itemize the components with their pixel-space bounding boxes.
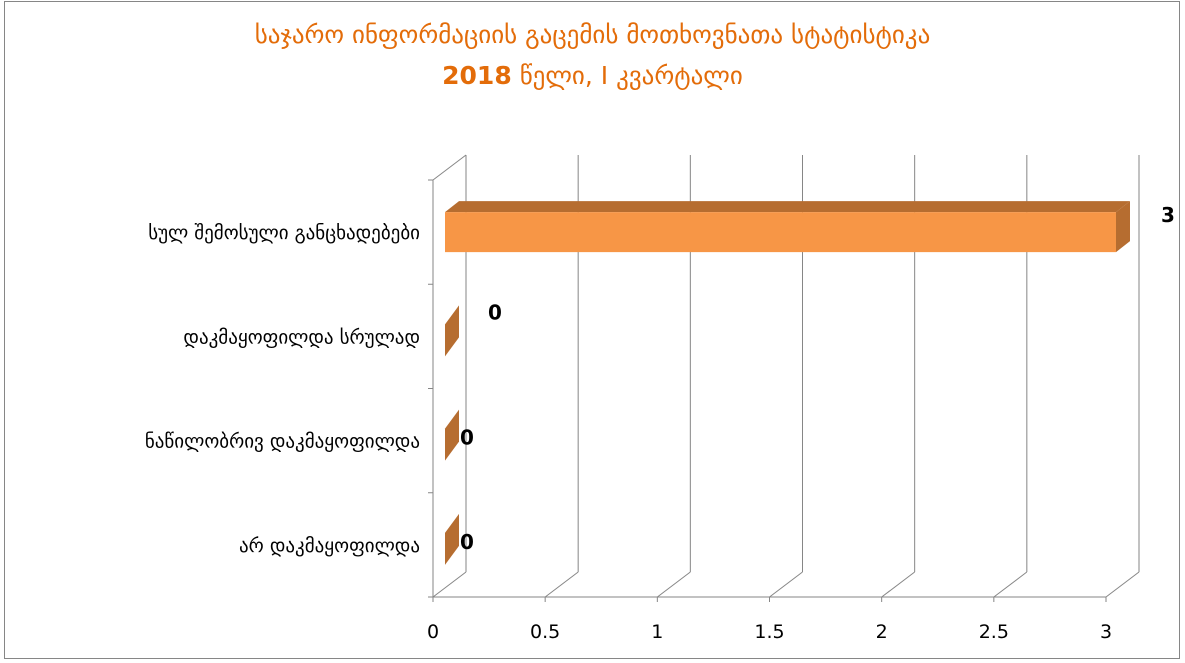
x-tick-label-1: 0.5 bbox=[530, 621, 560, 643]
category-label-1: დაკმაყოფილდა სრულად bbox=[183, 326, 420, 348]
chart-title: საჯარო ინფორმაციის გაცემის მოთხოვნათა სტ… bbox=[254, 20, 931, 49]
bar-2 bbox=[445, 409, 459, 461]
floor-line-0 bbox=[432, 571, 467, 598]
x-tick-label-5: 2.5 bbox=[979, 621, 1009, 643]
category-label-0: სულ შემოსული განცხადებები bbox=[148, 222, 420, 244]
floor-line-5 bbox=[993, 571, 1028, 598]
x-tick-label-0: 0 bbox=[427, 621, 439, 643]
bar-3 bbox=[445, 513, 459, 565]
side-wall-top-edge bbox=[432, 154, 467, 181]
category-label-2: ნაწილობრივ დაკმაყოფილდა bbox=[145, 431, 420, 453]
floor-line-6 bbox=[1105, 571, 1140, 598]
data-label-3: 0 bbox=[460, 530, 474, 554]
x-tick-label-4: 2 bbox=[876, 621, 888, 643]
floor-line-4 bbox=[881, 571, 915, 598]
data-label-1: 0 bbox=[488, 300, 502, 324]
floor-line-2 bbox=[657, 571, 691, 598]
chart-subtitle: 2018 წელი, I კვარტალი bbox=[0, 61, 1185, 91]
category-label-3: არ დაკმაყოფილდა bbox=[239, 535, 420, 557]
bar-1 bbox=[445, 305, 459, 357]
chart-subtitle-text: წელი, I კვარტალი bbox=[519, 61, 743, 90]
bar-0 bbox=[445, 212, 1116, 253]
chart-frame bbox=[4, 1, 1180, 659]
x-tick-label-2: 1 bbox=[651, 621, 663, 643]
floor-line-1 bbox=[544, 571, 579, 598]
chart-subtitle-year: 2018 bbox=[442, 61, 512, 90]
floor-line-3 bbox=[769, 571, 803, 598]
x-tick-label-6: 3 bbox=[1100, 621, 1112, 643]
data-label-2: 0 bbox=[460, 426, 474, 450]
bar-side-0 bbox=[1116, 201, 1130, 253]
data-label-0: 3 bbox=[1161, 203, 1175, 227]
bar-top-0 bbox=[445, 201, 1130, 213]
x-tick-label-3: 1.5 bbox=[754, 621, 784, 643]
